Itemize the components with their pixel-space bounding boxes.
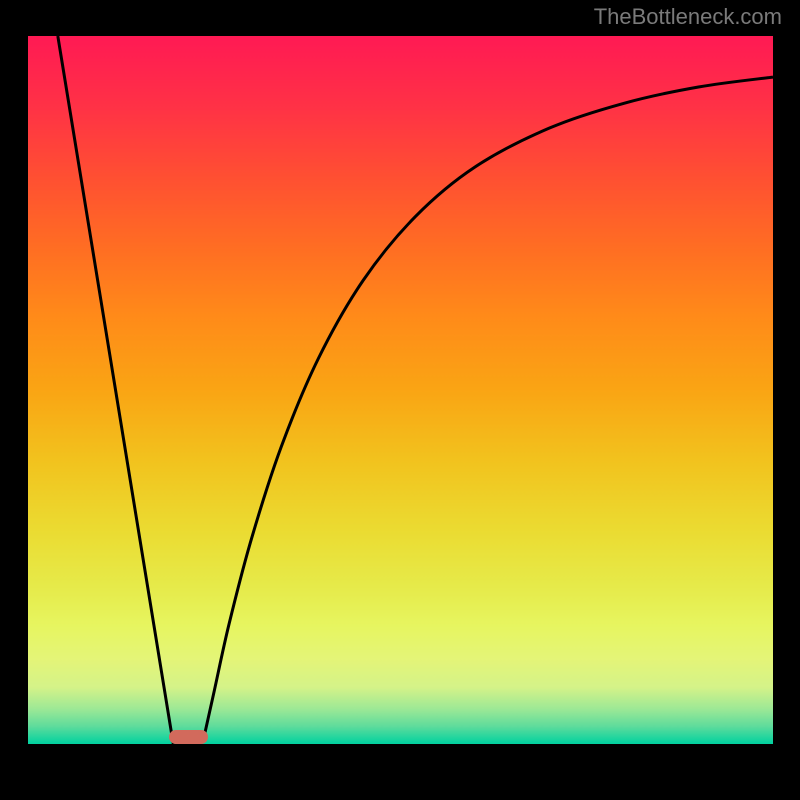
plot-area <box>28 36 773 744</box>
watermark-text: TheBottleneck.com <box>594 4 782 30</box>
bottleneck-curve <box>58 36 773 744</box>
minimum-marker <box>169 730 208 744</box>
chart-root: TheBottleneck.com <box>0 0 800 800</box>
bottleneck-curve-svg <box>28 36 773 744</box>
